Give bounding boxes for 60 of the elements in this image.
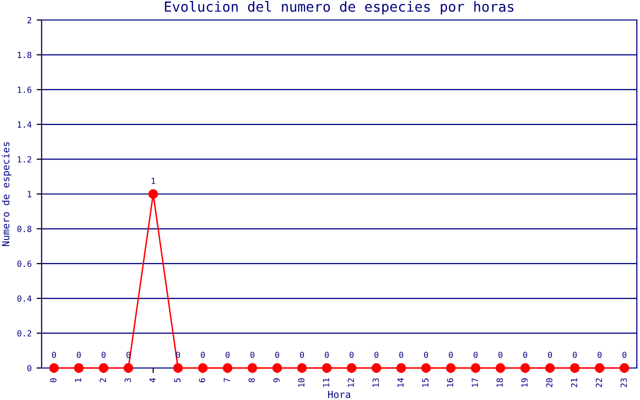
y-tick-label: 1.2 [18,156,32,162]
x-tick-label: 7 [224,378,230,382]
y-tick-label: 1 [28,191,32,198]
x-tick-label: 20 [546,378,552,388]
x-tick-label: 4 [149,378,156,382]
y-tick-label: 1.4 [18,122,32,128]
data-label: 0 [350,352,354,358]
data-label: 0 [424,352,428,358]
data-label: 0 [474,352,478,358]
x-tick-label: 16 [446,378,454,387]
x-tick-label: 0 [50,378,56,382]
data-label: 0 [200,352,205,358]
data-label: 0 [374,352,378,358]
x-tick-label: 14 [397,378,404,387]
x-tick-label: 6 [198,378,206,382]
x-tick-label: 8 [248,378,255,382]
data-label: 0 [598,352,602,358]
x-tick-label: 9 [273,378,280,382]
x-tick-label: 23 [620,378,627,388]
chart-title: Evolucion del numero de especies por horas [164,1,514,15]
x-tick-label: 21 [570,378,578,388]
data-label: 0 [622,352,626,358]
x-tick-label: 17 [472,378,478,387]
data-label: 0 [448,352,453,358]
data-label: 0 [498,352,502,358]
data-label: 0 [399,352,404,358]
data-label: 0 [324,352,329,358]
data-label: 0 [226,352,230,358]
data-label: 0 [300,352,304,358]
data-label: 0 [102,352,106,358]
data-label: 0 [76,352,81,358]
y-tick-label: 0.4 [17,295,32,302]
data-label: 0 [548,352,552,358]
x-tick-label: 10 [298,378,304,387]
data-label: 0 [52,352,56,358]
x-tick-label: 18 [496,378,503,387]
data-label: 0 [523,352,528,358]
y-axis-title: Numero de especies [2,142,12,246]
x-tick-label: 12 [348,378,354,387]
x-tick-label: 1 [75,378,82,382]
y-tick-label: 1.6 [18,86,32,93]
x-axis-title: Hora [328,390,350,398]
x-tick-label: 19 [521,378,528,387]
x-tick-label: 13 [372,378,379,387]
y-tick-label: 0.2 [17,330,32,337]
x-tick-label: 22 [596,378,602,388]
data-label: 0 [250,352,254,358]
y-tick-label: 0 [27,365,32,372]
x-tick-label: 5 [174,378,180,382]
y-tick-label: 1.8 [18,52,32,58]
x-tick-label: 2 [100,378,106,382]
data-label: 1 [152,178,156,184]
data-label: 0 [572,352,577,358]
x-tick-label: 11 [323,378,330,387]
y-tick-label: 0.8 [17,226,32,232]
x-tick-label: 3 [124,378,131,382]
y-tick-label: 2 [27,17,32,24]
x-tick-label: 15 [422,378,428,387]
y-tick-label: 0.6 [17,260,32,267]
data-label: 0 [275,352,280,358]
